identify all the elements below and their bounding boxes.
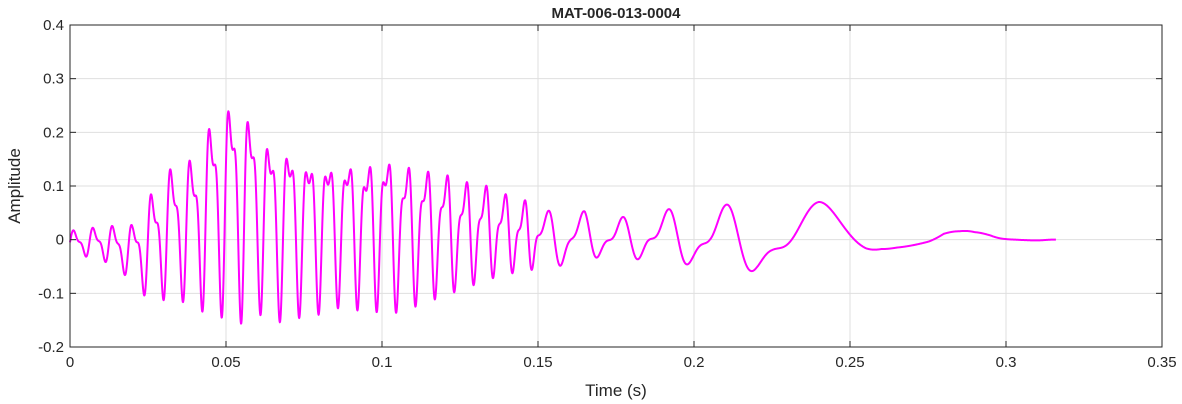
y-tick-label: -0.2 bbox=[38, 339, 64, 356]
x-tick-label: 0.15 bbox=[523, 354, 552, 371]
y-tick-label: 0.1 bbox=[43, 178, 64, 195]
series-line bbox=[69, 110, 1057, 325]
y-tick-label: 0 bbox=[56, 232, 64, 249]
y-tick-label: 0.2 bbox=[43, 124, 64, 141]
y-axis-label: Amplitude bbox=[5, 148, 24, 224]
axis-ticks: 0 0.05 0.1 0.15 0.2 0.25 0.3 0.35 -0.2 -0.1 0 0.1 0.… bbox=[38, 17, 1176, 371]
x-tick-label: 0.25 bbox=[835, 354, 864, 371]
y-tick-label: -0.1 bbox=[38, 285, 64, 302]
series-layer bbox=[69, 110, 1057, 325]
x-tick-label: 0.2 bbox=[684, 354, 705, 371]
x-tick-label: 0.1 bbox=[372, 354, 393, 371]
chart-title: MAT-006-013-0004 bbox=[552, 5, 682, 22]
x-axis-label: Time (s) bbox=[585, 381, 647, 400]
x-tick-label: 0.35 bbox=[1147, 354, 1176, 371]
x-tick-label: 0.05 bbox=[211, 354, 240, 371]
x-tick-label: 0.3 bbox=[996, 354, 1017, 371]
y-tick-label: 0.3 bbox=[43, 71, 64, 88]
x-tick-label: 0 bbox=[66, 354, 74, 371]
y-tick-label: 0.4 bbox=[43, 17, 64, 34]
